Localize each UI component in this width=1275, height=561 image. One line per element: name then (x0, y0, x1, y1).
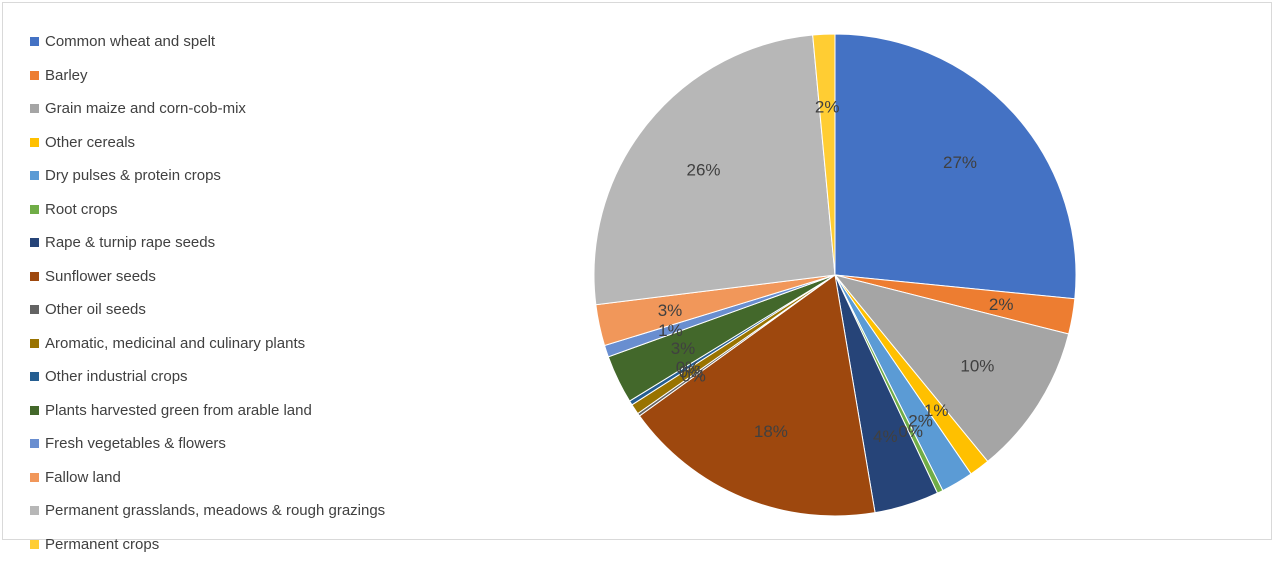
slice-data-label: 27% (943, 153, 977, 172)
slice-data-label: 0% (898, 422, 923, 441)
slice-data-label: 3% (658, 301, 683, 320)
slice-data-label: 2% (815, 98, 840, 117)
slice-data-label: 4% (873, 427, 898, 446)
slice-data-label: 0% (676, 358, 701, 377)
pie-chart: 27%2%10%1%2%0%4%18%0%0%0%3%1%3%26%2% (0, 0, 1275, 543)
slice-data-label: 1% (658, 321, 683, 340)
slice-data-label: 2% (989, 295, 1014, 314)
slice-data-label: 18% (754, 422, 788, 441)
slice-data-label: 26% (686, 160, 720, 179)
slice-data-label: 10% (960, 356, 994, 375)
slice-data-label: 3% (671, 339, 696, 358)
